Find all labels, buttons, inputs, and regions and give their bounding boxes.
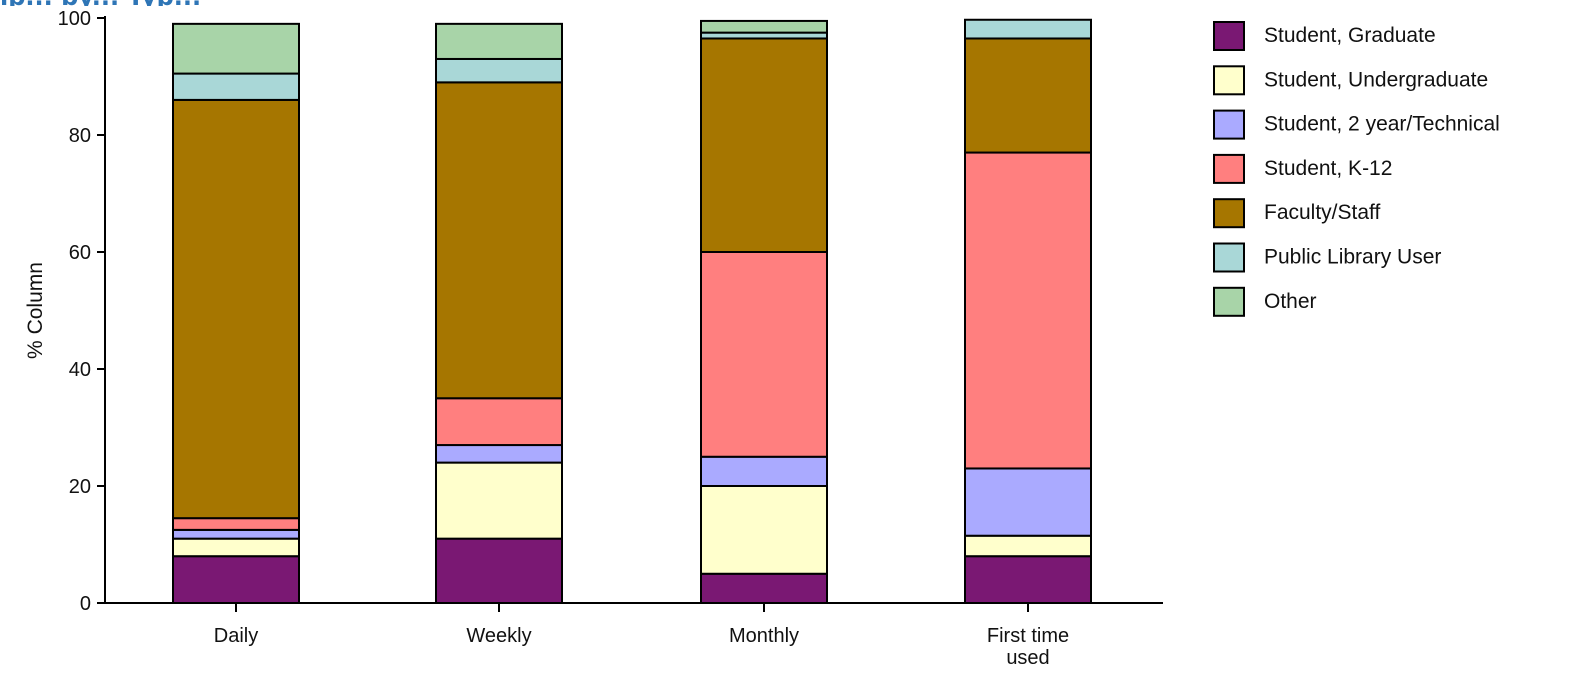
legend-swatch bbox=[1213, 242, 1245, 273]
bar-segment-faculty-staff bbox=[172, 98, 300, 520]
bar-segment-student-undergraduate bbox=[172, 537, 300, 558]
bar-segment-student-graduate bbox=[964, 555, 1092, 605]
x-tick-label: Weekly bbox=[466, 625, 531, 647]
legend-label: Public Library User bbox=[1264, 246, 1441, 269]
legend-label: Student, Undergraduate bbox=[1264, 68, 1488, 91]
bar-segment-student-undergraduate bbox=[700, 485, 828, 575]
bar-segment-student-k-12 bbox=[435, 397, 563, 447]
bar-segment-student-graduate bbox=[172, 555, 300, 605]
x-tick-label: Daily bbox=[214, 625, 258, 647]
legend-swatch bbox=[1213, 153, 1245, 184]
bar-segment-student-undergraduate bbox=[435, 461, 563, 540]
y-tick-label: 40 bbox=[69, 359, 91, 381]
bar-segment-student-2-year-technical bbox=[964, 467, 1092, 537]
bar-segment-public-library-user bbox=[435, 57, 563, 84]
legend-label: Student, Graduate bbox=[1264, 24, 1436, 47]
legend-label: Student, 2 year/Technical bbox=[1264, 113, 1500, 136]
bar-segment-student-undergraduate bbox=[964, 534, 1092, 558]
legend-item-public-library-user: Public Library User bbox=[1213, 242, 1441, 273]
bar-segment-faculty-staff bbox=[435, 81, 563, 400]
legend-swatch bbox=[1213, 21, 1245, 51]
y-tick-label: 100 bbox=[58, 8, 91, 30]
legend-swatch bbox=[1213, 198, 1245, 229]
legend-item-student-k-12: Student, K-12 bbox=[1213, 153, 1392, 184]
bar-stack-daily bbox=[172, 22, 300, 605]
bar-stack-first-time-used bbox=[964, 18, 1092, 605]
bar-segment-student-k-12 bbox=[964, 151, 1092, 470]
legend-item-faculty-staff: Faculty/Staff bbox=[1213, 198, 1380, 229]
legend-swatch bbox=[1213, 65, 1245, 96]
legend: Student, Graduate Student, Undergraduate S… bbox=[1213, 21, 1500, 317]
bar-segment-student-k-12 bbox=[700, 251, 828, 458]
legend-swatch bbox=[1213, 109, 1245, 140]
bar-stack-weekly bbox=[435, 22, 563, 605]
y-axis-title: % Column bbox=[24, 262, 47, 359]
bar-segment-student-graduate bbox=[700, 572, 828, 604]
chart-title-fragment: ip... by... Typ... bbox=[0, 0, 201, 11]
bar-segment-student-2-year-technical bbox=[435, 444, 563, 464]
bar-segment-public-library-user bbox=[172, 72, 300, 101]
bar-segment-student-2-year-technical bbox=[172, 528, 300, 540]
y-tick-label: 20 bbox=[69, 476, 91, 498]
bar-stack-monthly bbox=[700, 19, 828, 604]
legend-label: Student, K-12 bbox=[1264, 157, 1392, 180]
bar-segment-faculty-staff bbox=[700, 37, 828, 253]
bar-segment-other bbox=[435, 22, 563, 60]
bar-segment-other bbox=[700, 19, 828, 34]
y-tick-label: 60 bbox=[69, 242, 91, 264]
y-tick-label: 0 bbox=[80, 593, 91, 615]
bar-segment-public-library-user bbox=[964, 18, 1092, 40]
bar-segment-student-2-year-technical bbox=[700, 455, 828, 487]
legend-label: Other bbox=[1264, 290, 1317, 313]
x-tick-label: used bbox=[1006, 647, 1049, 669]
x-tick-label: Monthly bbox=[729, 625, 799, 647]
bar-segment-student-k-12 bbox=[172, 517, 300, 531]
bars-group bbox=[172, 18, 1092, 605]
legend-item-other: Other bbox=[1213, 286, 1317, 317]
y-tick-label: 80 bbox=[69, 125, 91, 147]
legend-swatch bbox=[1213, 286, 1245, 317]
legend-item-student-undergraduate: Student, Undergraduate bbox=[1213, 65, 1488, 96]
legend-item-student-2-year-technical: Student, 2 year/Technical bbox=[1213, 109, 1500, 140]
bar-segment-student-graduate bbox=[435, 537, 563, 605]
bar-segment-other bbox=[172, 22, 300, 75]
legend-item-student-graduate: Student, Graduate bbox=[1213, 21, 1436, 51]
y-axis-ticks: 0 20 40 60 80 100 bbox=[58, 8, 105, 615]
x-tick-label: First time bbox=[987, 625, 1069, 647]
bar-segment-faculty-staff bbox=[964, 37, 1092, 154]
legend-label: Faculty/Staff bbox=[1264, 201, 1380, 224]
